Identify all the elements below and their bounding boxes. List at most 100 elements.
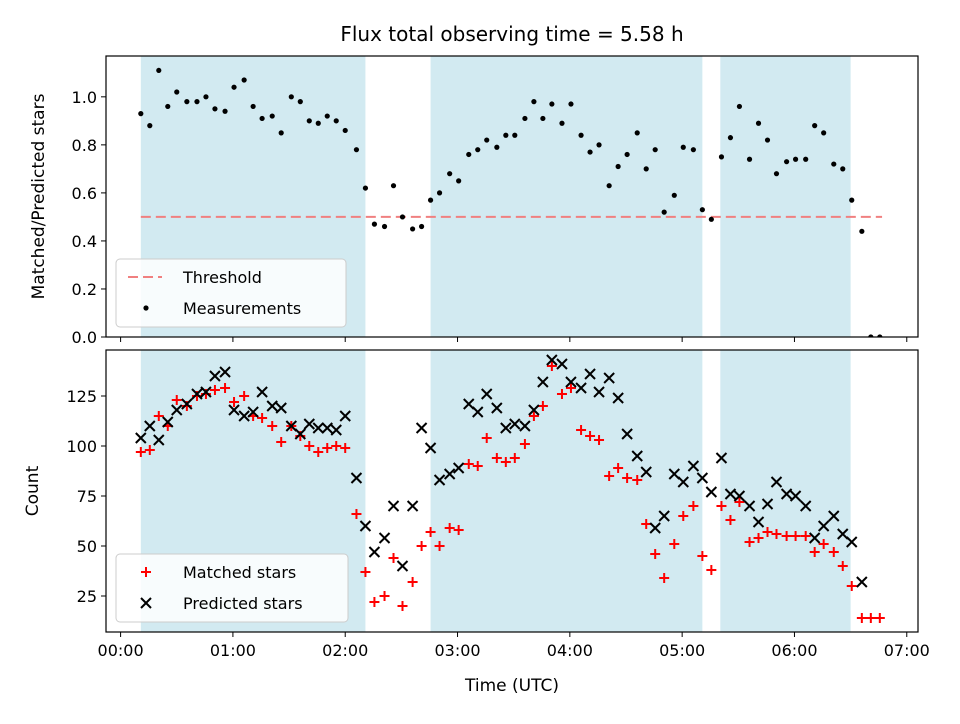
y-axis-label: Matched/Predicted stars: [29, 93, 49, 299]
predicted-point: [631, 450, 643, 462]
matched-point: [519, 439, 530, 449]
measurement-point: [138, 111, 144, 117]
legend: Matched stars Predicted stars: [115, 553, 349, 623]
measurement-point: [418, 223, 425, 230]
predicted-point: [519, 420, 531, 432]
measurement-point: [288, 94, 294, 100]
x-tick-label: 03:00: [434, 641, 480, 660]
legend: Threshold Measurements: [115, 258, 347, 328]
measurement-point: [503, 132, 509, 138]
predicted-point: [808, 532, 821, 544]
matched-point: [874, 613, 885, 623]
measurement-point: [840, 166, 846, 172]
predicted-point: [789, 490, 802, 502]
predicted-point: [181, 398, 193, 410]
measurement-point: [661, 209, 667, 215]
matched-point: [576, 425, 587, 435]
predicted-point: [658, 510, 670, 522]
predicted-point: [443, 468, 456, 480]
matched-point: [604, 471, 615, 481]
predicted-point: [603, 372, 615, 384]
predicted-point: [724, 488, 737, 500]
matched-point: [500, 457, 511, 467]
measurement-point: [203, 94, 209, 100]
measurement-point: [165, 103, 171, 110]
matched-point: [276, 437, 287, 447]
matched-point: [734, 497, 745, 507]
matched-point: [622, 473, 633, 483]
chart-title: Flux total observing time = 5.58 h: [340, 22, 683, 46]
matched-point: [491, 453, 502, 463]
measurement-point: [559, 120, 565, 126]
predicted-point: [339, 410, 351, 422]
matched-point: [407, 577, 418, 587]
matched-point: [565, 383, 576, 393]
y-tick-label: 75: [77, 487, 97, 506]
predicted-point: [433, 474, 446, 486]
measurement-point: [746, 156, 753, 162]
measurement-point: [540, 115, 546, 122]
y-tick-label: 50: [77, 537, 97, 556]
measurement-point: [436, 190, 443, 196]
x-tick-label: 05:00: [659, 641, 705, 660]
measurement-point: [512, 132, 518, 138]
predicted-point: [238, 410, 250, 422]
measurement-point: [466, 151, 472, 158]
matched-point: [818, 539, 829, 549]
matched-point: [331, 441, 342, 451]
legend-label: Predicted stars: [183, 594, 303, 613]
matched-point: [650, 549, 661, 559]
x-tick-label: 00:00: [98, 641, 144, 660]
measurement-point: [690, 147, 696, 153]
predicted-point: [612, 392, 624, 404]
measurement-point: [194, 99, 200, 105]
measurement-point: [652, 147, 658, 153]
predicted-point: [200, 386, 212, 398]
matched-point: [444, 523, 455, 533]
predicted-point: [144, 420, 156, 432]
measurement-point: [859, 228, 865, 234]
predicted-point: [537, 376, 549, 388]
predicted-point: [472, 406, 484, 418]
predicted-point: [350, 472, 363, 484]
y-tick-label: 25: [77, 587, 97, 606]
matched-point: [790, 531, 801, 541]
predicted-point: [752, 516, 765, 528]
predicted-point: [387, 500, 400, 512]
matched-point: [846, 581, 857, 591]
predicted-point: [171, 404, 183, 416]
predicted-point: [285, 420, 298, 432]
plot-area: [135, 350, 885, 632]
predicted-point: [677, 476, 689, 488]
measurement-point: [259, 115, 265, 122]
predicted-point: [135, 432, 147, 444]
predicted-point: [770, 476, 783, 488]
matched-point: [837, 561, 848, 571]
measurement-point: [212, 106, 218, 112]
measurement-point: [634, 130, 640, 136]
matched-point: [856, 613, 867, 623]
measurement-point: [643, 166, 649, 172]
predicted-point: [509, 418, 521, 430]
measurement-point: [755, 120, 762, 126]
matched-point: [239, 391, 250, 401]
legend-label: Matched stars: [183, 563, 296, 582]
matched-point: [753, 533, 764, 543]
measurement-point: [353, 147, 360, 153]
predicted-point: [546, 354, 558, 366]
matched-point: [706, 565, 717, 575]
predicted-point: [846, 536, 858, 548]
measurement-point: [156, 67, 162, 74]
matched-point: [697, 551, 708, 561]
y-tick-label: 0.4: [72, 232, 97, 251]
predicted-point: [330, 424, 342, 436]
predicted-point: [668, 468, 680, 480]
measurement-point: [615, 163, 621, 170]
matched-point: [632, 475, 643, 485]
matched-point: [546, 361, 557, 371]
matched-point: [716, 501, 727, 511]
measurement-point: [371, 221, 378, 227]
measurement-point: [792, 156, 799, 162]
x-tick-label: 07:00: [884, 641, 930, 660]
